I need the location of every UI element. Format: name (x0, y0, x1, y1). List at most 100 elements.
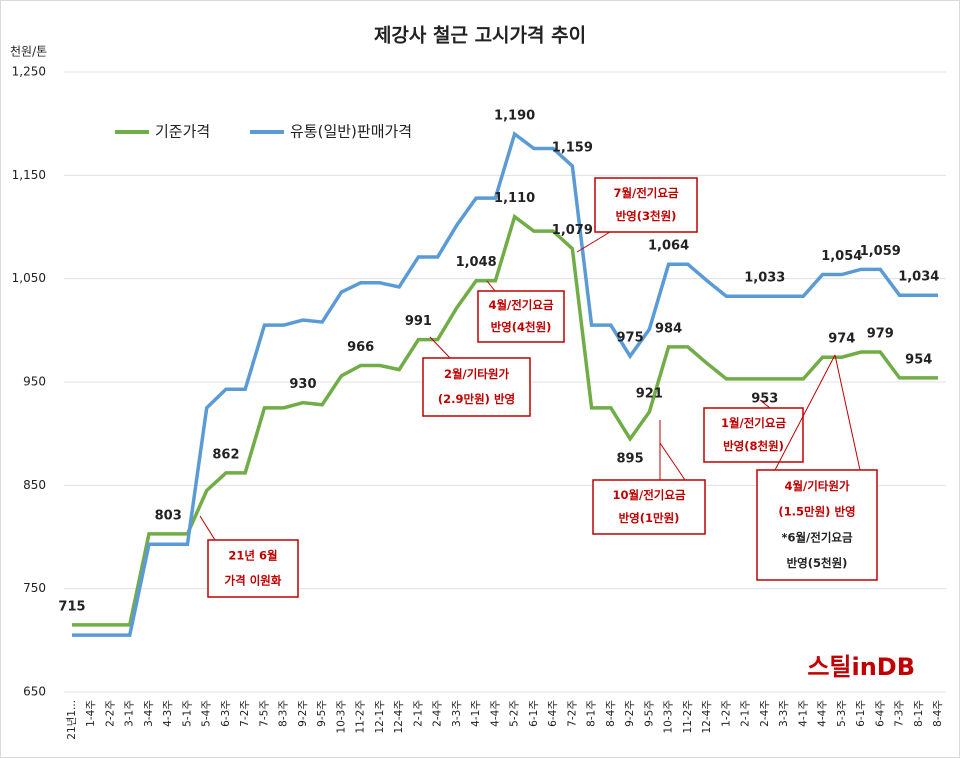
data-label: 1,110 (494, 191, 535, 206)
callout-leader (429, 336, 451, 359)
callout-text: 10월/전기요금 (612, 488, 686, 502)
callout-text: 2월/기타원가 (444, 367, 510, 381)
callout-box (703, 407, 804, 463)
x-tick-label: 11-2주 (682, 700, 694, 734)
data-label: 984 (655, 321, 682, 336)
callout-box (207, 539, 299, 598)
data-label: 1,064 (648, 239, 689, 254)
legend-label: 유통(일반)판매가격 (290, 123, 412, 141)
callout-text: 4월/기타원가 (784, 479, 850, 493)
callout-leader (199, 515, 216, 541)
data-label: 1,190 (494, 109, 535, 124)
series-line (72, 213, 938, 627)
x-tick-label: 6-1주 (528, 700, 540, 727)
data-label: 1,034 (898, 270, 939, 285)
callout-text: 21년 6월 (228, 549, 277, 563)
data-label: 966 (347, 340, 374, 355)
callout-text: *6월/전기요금 (781, 530, 853, 544)
x-tick-label: 9-2주 (624, 700, 636, 727)
x-tick-label: 12-4주 (393, 700, 405, 734)
x-tick-label: 4-4주 (489, 700, 501, 727)
callout-text: 가격 이원화 (225, 573, 282, 587)
data-label: 979 (867, 327, 894, 342)
series-line (72, 131, 938, 637)
x-tick-label: 7-2주 (566, 700, 578, 727)
x-tick-label: 12-4주 (701, 700, 713, 734)
x-tick-label: 5-4주 (201, 700, 213, 727)
callout-box (592, 479, 706, 535)
data-label: 1,079 (552, 223, 593, 238)
x-tick-label: 7-2주 (239, 700, 251, 727)
x-tick-label: 5-3주 (836, 700, 848, 727)
callout-text: 1월/전기요금 (721, 416, 787, 430)
x-tick-label: 12-1주 (374, 700, 386, 734)
x-tick-label: 21년1... (66, 700, 78, 740)
x-tick-label: 6-4주 (547, 700, 559, 727)
data-label: 803 (155, 508, 182, 523)
y-tick-label: 1,150 (12, 168, 46, 182)
data-label: 930 (289, 377, 316, 392)
x-tick-label: 6-1주 (855, 700, 867, 727)
callout-leader (834, 354, 861, 471)
callout-text: 반영(3천원) (616, 209, 677, 223)
x-tick-label: 8-1주 (586, 700, 598, 727)
x-tick-label: 3-4주 (143, 700, 155, 727)
x-tick-label: 4-1주 (470, 700, 482, 727)
x-tick-label: 4-3주 (162, 700, 174, 727)
x-tick-label: 2-1주 (412, 700, 424, 727)
data-label: 954 (905, 352, 932, 367)
data-label: 953 (751, 391, 778, 406)
data-label: 1,159 (552, 141, 593, 156)
y-tick-label: 1,250 (12, 65, 46, 79)
x-tick-label: 9-5주 (643, 700, 655, 727)
data-label: 1,059 (860, 244, 901, 259)
chart-title: 제강사 철근 고시가격 추이 (374, 25, 586, 47)
data-label: 862 (212, 447, 239, 462)
callout-box (594, 177, 698, 233)
x-tick-label: 10-3주 (335, 700, 347, 734)
logo: 스틸inDB (807, 653, 915, 681)
x-tick-label: 9-2주 (297, 700, 309, 727)
callout-leader (486, 280, 496, 292)
x-tick-label: 3-3주 (451, 700, 463, 727)
callout-leader (759, 399, 771, 409)
x-tick-label: 1-4주 (85, 700, 97, 727)
callout-text: 반영(8천원) (723, 439, 784, 453)
y-unit: 천원/톤 (10, 44, 47, 59)
callout-text: 7월/전기요금 (613, 186, 679, 200)
data-label: 715 (58, 599, 85, 614)
data-label: 975 (617, 331, 644, 346)
callout-text: (2.9만원) 반영 (438, 392, 515, 406)
y-tick-label: 950 (23, 375, 46, 389)
callout-text: 반영(5천원) (787, 556, 848, 570)
y-tick-label: 750 (23, 581, 46, 595)
x-tick-label: 4-4주 (817, 700, 829, 727)
callout-text: 4월/전기요금 (488, 298, 554, 312)
data-label: 974 (828, 332, 855, 347)
callout-box (756, 469, 878, 581)
data-label: 921 (636, 386, 663, 401)
callout-text: 반영(4천원) (491, 320, 552, 334)
x-tick-label: 6-4주 (874, 700, 886, 727)
x-tick-label: 8-1주 (913, 700, 925, 727)
x-tick-label: 2-4주 (432, 700, 444, 727)
x-tick-label: 5-2주 (509, 700, 521, 727)
callout-text: 반영(1만원) (619, 511, 680, 525)
y-tick-label: 650 (23, 685, 46, 699)
x-tick-label: 6-3주 (220, 700, 232, 727)
x-tick-label: 2-1주 (740, 700, 752, 727)
x-tick-label: 8-4주 (932, 700, 944, 727)
x-tick-label: 4-1주 (797, 700, 809, 727)
y-tick-label: 1,050 (12, 271, 46, 285)
y-tick-label: 850 (23, 478, 46, 492)
data-label: 1,048 (456, 255, 497, 270)
callout-box (477, 290, 565, 343)
data-label: 1,054 (821, 249, 862, 264)
x-tick-label: 2-2주 (104, 700, 116, 727)
x-tick-label: 7-3주 (894, 700, 906, 727)
x-tick-label: 8-4주 (605, 700, 617, 727)
x-tick-label: 11-2주 (355, 700, 367, 734)
data-label: 895 (617, 451, 644, 466)
callout-leader (576, 231, 611, 253)
